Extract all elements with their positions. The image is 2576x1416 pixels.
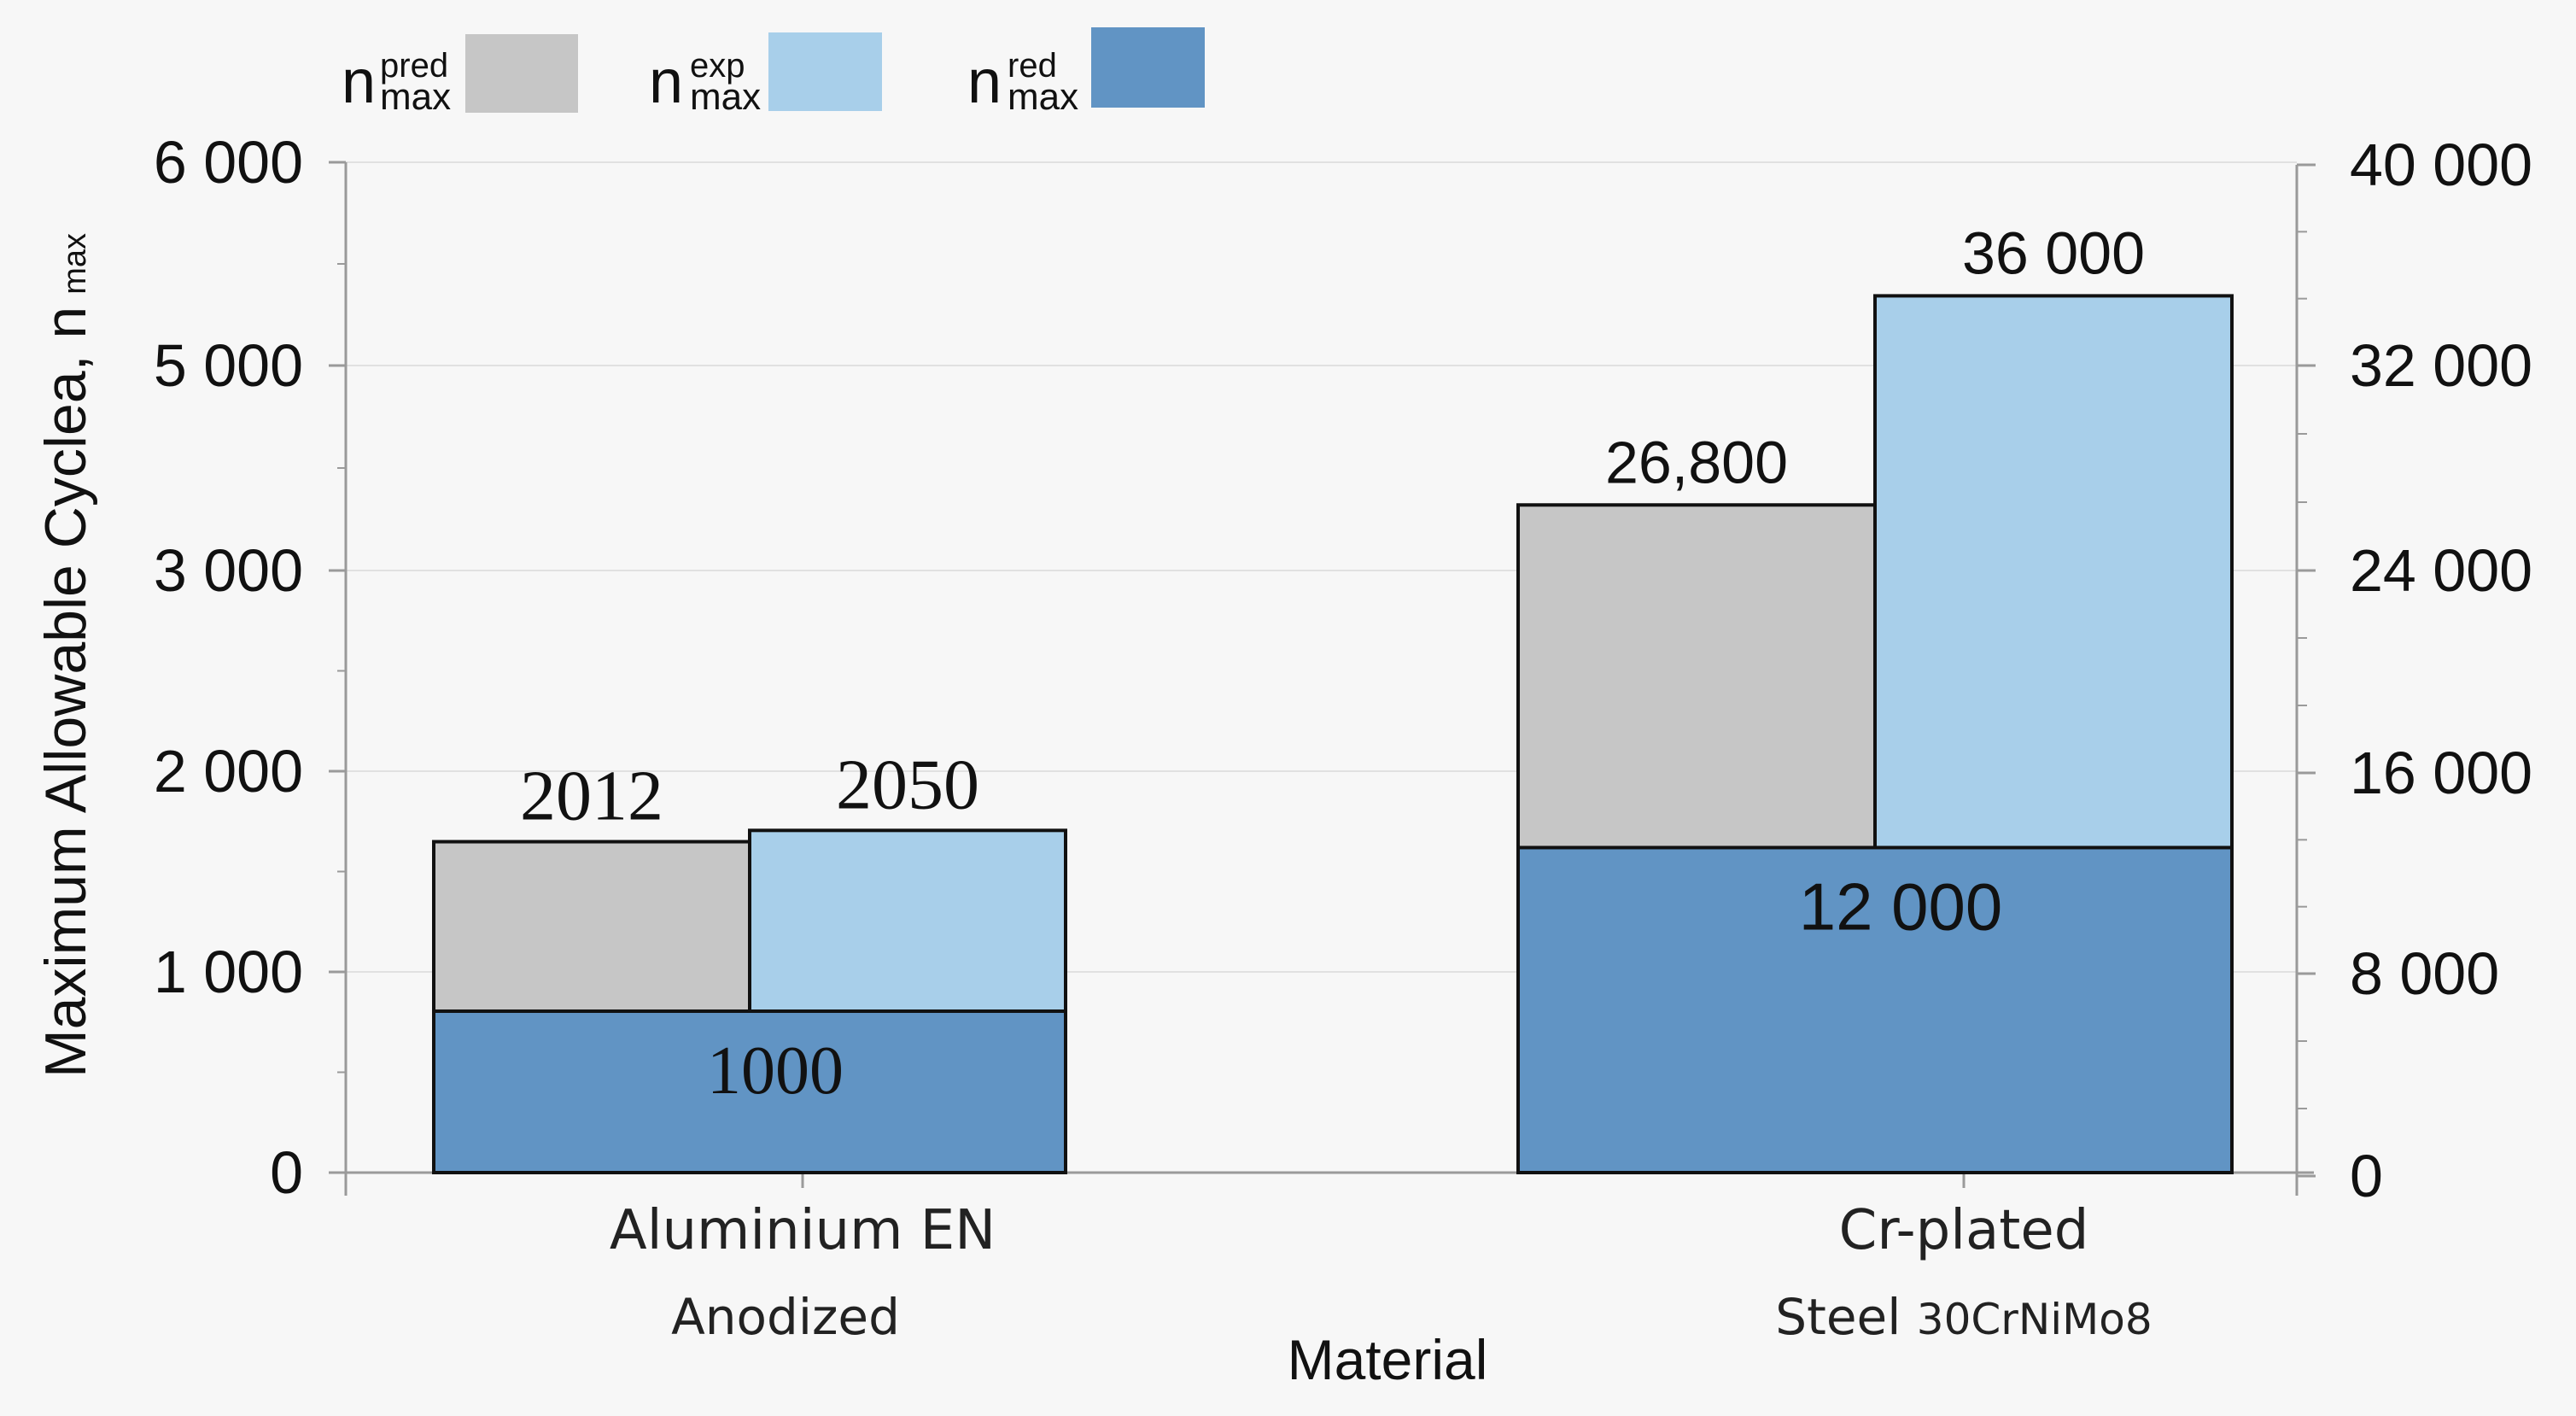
bar-value-label: 2012 [520, 757, 663, 836]
data-labels: 2012 2050 1000 Aluminium EN Anodized 26,800 36… [520, 219, 2153, 1346]
category-label: Aluminium EN [610, 1199, 996, 1262]
axes: 0 1 000 2 000 3 000 5 000 6 000 0 8 000 16 000 24… [154, 129, 2532, 1209]
right-tick-label: 40 000 [2350, 132, 2532, 198]
legend-superscript: red [1008, 47, 1057, 85]
x-axis-label: Material [1288, 1328, 1488, 1391]
legend-superscript: exp [690, 47, 745, 85]
category-sublabel: Anodized [671, 1288, 900, 1346]
legend-subscript: max [380, 76, 451, 118]
right-tick-label: 0 [2350, 1143, 2383, 1209]
left-tick-label: 1 000 [154, 939, 303, 1005]
category-sublabel: Steel 30CrNiMo8 [1775, 1288, 2152, 1346]
bar-red [1516, 846, 2234, 1174]
legend-subscript: max [690, 76, 761, 118]
y-axis-title: Maximum Allowable Cyclea, nmax [33, 233, 98, 1078]
bar-red [432, 1009, 1067, 1174]
left-tick-label: 3 000 [154, 537, 303, 604]
legend-swatch [1091, 27, 1205, 108]
legend-subscript: max [1008, 76, 1078, 118]
legend-swatch [465, 34, 578, 113]
bar-value-label: 1000 [707, 1033, 844, 1109]
bar-value-label: 2050 [836, 745, 979, 824]
left-tick-label: 6 000 [154, 129, 303, 196]
bar-value-label: 36 000 [1962, 219, 2145, 286]
right-tick-label: 16 000 [2350, 740, 2532, 806]
right-tick-label: 8 000 [2350, 940, 2499, 1007]
bar-value-label: 26,800 [1605, 429, 1788, 495]
legend-symbol: n [342, 48, 376, 116]
legend-symbol: n [967, 48, 1002, 116]
right-tick-label: 32 000 [2350, 332, 2532, 399]
left-tick-label: 2 000 [154, 738, 303, 805]
bar-value-label: 12 000 [1799, 869, 2003, 944]
right-tick-label: 24 000 [2350, 537, 2532, 604]
left-tick-label: 5 000 [154, 332, 303, 399]
category-label: Cr-plated [1839, 1199, 2089, 1262]
y-axis-label: Maximum Allowable Cyclea, nmax [33, 233, 98, 1078]
legend-swatch [768, 32, 882, 111]
left-tick-label: 0 [270, 1139, 303, 1206]
legend-superscript: pred [380, 47, 448, 85]
bars [432, 294, 2234, 1174]
legend-symbol: n [649, 48, 683, 116]
